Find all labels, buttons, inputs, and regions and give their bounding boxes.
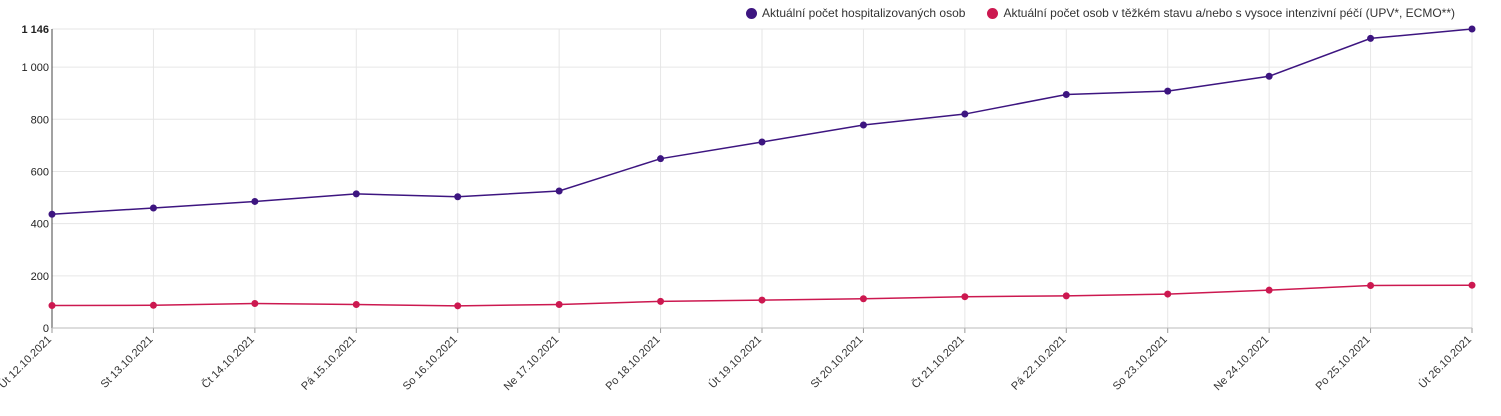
data-point[interactable]: [555, 187, 563, 195]
y-tick-label: 800: [31, 114, 49, 126]
legend-item-severe[interactable]: Aktuální počet osob v těžkém stavu a/neb…: [987, 6, 1455, 20]
data-point[interactable]: [454, 193, 462, 201]
data-point[interactable]: [657, 155, 665, 163]
x-tick-label: Čt 21.10.2021: [909, 333, 967, 391]
data-point[interactable]: [1265, 72, 1273, 80]
legend-label-hospitalized: Aktuální počet hospitalizovaných osob: [761, 6, 966, 20]
data-point[interactable]: [48, 210, 56, 218]
data-point[interactable]: [352, 301, 360, 309]
legend-item-hospitalized[interactable]: Aktuální počet hospitalizovaných osob: [745, 6, 966, 20]
x-tick-label: St 20.10.2021: [809, 334, 866, 391]
legend-label-severe: Aktuální počet osob v těžkém stavu a/neb…: [1003, 6, 1455, 20]
data-point[interactable]: [352, 190, 360, 198]
y-tick-label: 200: [31, 271, 49, 283]
y-tick-label: 1 146: [21, 24, 49, 36]
x-tick-label: Ne 17.10.2021: [502, 334, 562, 394]
data-point[interactable]: [758, 296, 766, 304]
x-tick-label: Pá 15.10.2021: [299, 334, 358, 393]
data-point[interactable]: [1367, 281, 1375, 289]
x-tick-label: Po 25.10.2021: [1314, 334, 1373, 393]
x-tick-label: Út 12.10.2021: [0, 333, 54, 391]
y-tick-label: 0: [43, 323, 49, 335]
data-point[interactable]: [251, 197, 259, 205]
data-point[interactable]: [48, 302, 56, 310]
data-point[interactable]: [1265, 286, 1273, 294]
x-tick-label: Čt 14.10.2021: [199, 333, 257, 391]
y-tick-label: 400: [31, 219, 49, 231]
data-point[interactable]: [758, 138, 766, 146]
x-tick-label: So 23.10.2021: [1111, 334, 1170, 393]
legend-swatch-hospitalized: [745, 7, 757, 19]
data-point[interactable]: [1062, 90, 1070, 98]
x-tick-label: Ne 24.10.2021: [1212, 334, 1272, 394]
data-point[interactable]: [961, 293, 969, 301]
data-point[interactable]: [1367, 34, 1375, 42]
data-point[interactable]: [859, 121, 867, 129]
data-point[interactable]: [251, 299, 259, 307]
data-point[interactable]: [1164, 290, 1172, 298]
data-point[interactable]: [149, 204, 157, 212]
x-tick-label: So 16.10.2021: [401, 334, 460, 393]
x-tick-label: Út 19.10.2021: [706, 333, 764, 391]
data-point[interactable]: [1062, 292, 1070, 300]
data-point[interactable]: [859, 295, 867, 303]
y-tick-label: 1 000: [21, 62, 49, 74]
data-point[interactable]: [454, 302, 462, 310]
x-tick-label: Pá 22.10.2021: [1009, 334, 1068, 393]
data-point[interactable]: [1164, 87, 1172, 95]
x-tick-label: Út 26.10.2021: [1416, 333, 1474, 391]
data-point[interactable]: [1468, 281, 1476, 289]
data-point[interactable]: [1468, 25, 1476, 33]
legend-swatch-severe: [987, 7, 999, 19]
legend: Aktuální počet hospitalizovaných osob Ak…: [745, 6, 1455, 20]
x-tick-label: Po 18.10.2021: [604, 334, 663, 393]
y-tick-label: 600: [31, 166, 49, 178]
data-point[interactable]: [657, 297, 665, 305]
data-point[interactable]: [149, 301, 157, 309]
data-point[interactable]: [555, 301, 563, 309]
x-tick-label: St 13.10.2021: [99, 334, 156, 391]
data-point[interactable]: [961, 110, 969, 118]
